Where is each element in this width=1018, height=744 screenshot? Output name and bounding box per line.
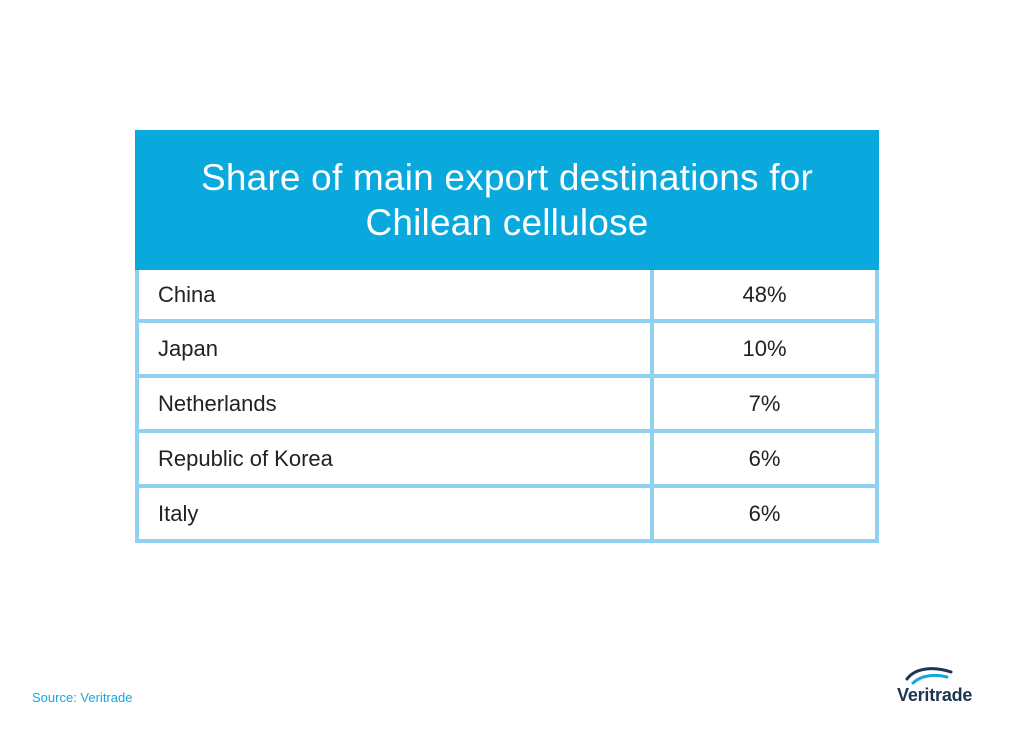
share-cell: 6% [748,500,781,526]
table-row: Japan 10% [139,323,875,378]
source-note: Source: Veritrade [32,690,133,705]
table-title: Share of main export destinations for Ch… [200,157,814,243]
logo-text: Veritrade [897,685,973,705]
table-row: Republic of Korea 6% [139,433,875,488]
country-cell: Japan [139,323,654,374]
country-cell: Netherlands [139,378,654,429]
table-body: China 48% Japan 10% Netherlands 7% Repub… [135,270,879,543]
share-cell: 10% [742,335,787,361]
logo-swoosh-icon [905,667,953,685]
export-share-table: Share of main export destinations for Ch… [135,130,879,543]
share-cell: 7% [748,390,781,416]
share-cell: 48% [742,281,787,307]
country-cell: China [139,270,654,319]
table-header: Share of main export destinations for Ch… [135,130,879,270]
country-cell: Italy [139,488,654,539]
table-row: China 48% [139,270,875,323]
veritrade-logo: Veritrade [897,666,993,714]
country-cell: Republic of Korea [139,433,654,484]
table-row: Italy 6% [139,488,875,543]
share-cell: 6% [748,445,781,471]
table-row: Netherlands 7% [139,378,875,433]
